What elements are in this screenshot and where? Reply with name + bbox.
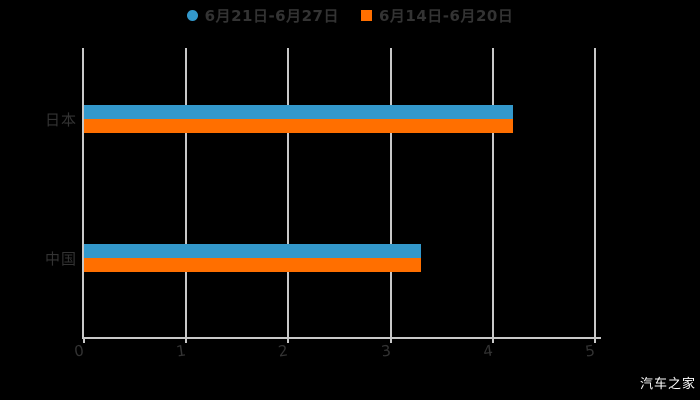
y-axis-label-japan: 日本 [44,111,77,129]
gridline-x2 [287,48,290,337]
x-axis-tick [491,337,494,343]
x-axis-tick [185,337,188,343]
x-axis-tick-label: 1 [175,341,188,361]
legend-label: 6月21日-6月27日 [204,7,339,25]
x-axis-line [82,337,601,339]
bar-china-series0 [84,244,422,258]
legend-label: 6月14日-6月20日 [379,7,514,25]
x-axis-tick-label: 3 [379,341,392,361]
x-axis-tick-label: 2 [277,341,290,361]
gridline-x4 [491,48,494,337]
bar-japan-series0 [84,105,514,119]
legend-item-week1[interactable]: 6月14日-6月20日 [361,5,513,26]
gridline-x3 [389,48,392,337]
x-axis-tick-label: 4 [481,341,494,361]
legend-item-week2[interactable]: 6月21日-6月27日 [186,5,339,26]
chart-legend: 6月21日-6月27日 6月14日-6月20日 [0,5,700,26]
gridline-x5 [594,48,596,337]
x-axis-tick [594,337,596,343]
y-axis-line [82,48,84,337]
y-axis-label-china: 中国 [44,250,77,268]
x-axis-tick [287,337,290,343]
legend-square-marker-icon [361,10,372,21]
bar-japan-series1 [84,119,514,133]
x-axis-tick-label: 5 [584,341,596,361]
bar-china-series1 [84,258,422,272]
gridline-x1 [185,48,188,337]
watermark: 汽车之家 [639,377,696,392]
x-axis-tick [389,337,392,343]
x-axis-tick-label: 0 [73,341,85,361]
legend-circle-marker-icon [186,10,198,21]
x-axis-tick [83,337,85,343]
